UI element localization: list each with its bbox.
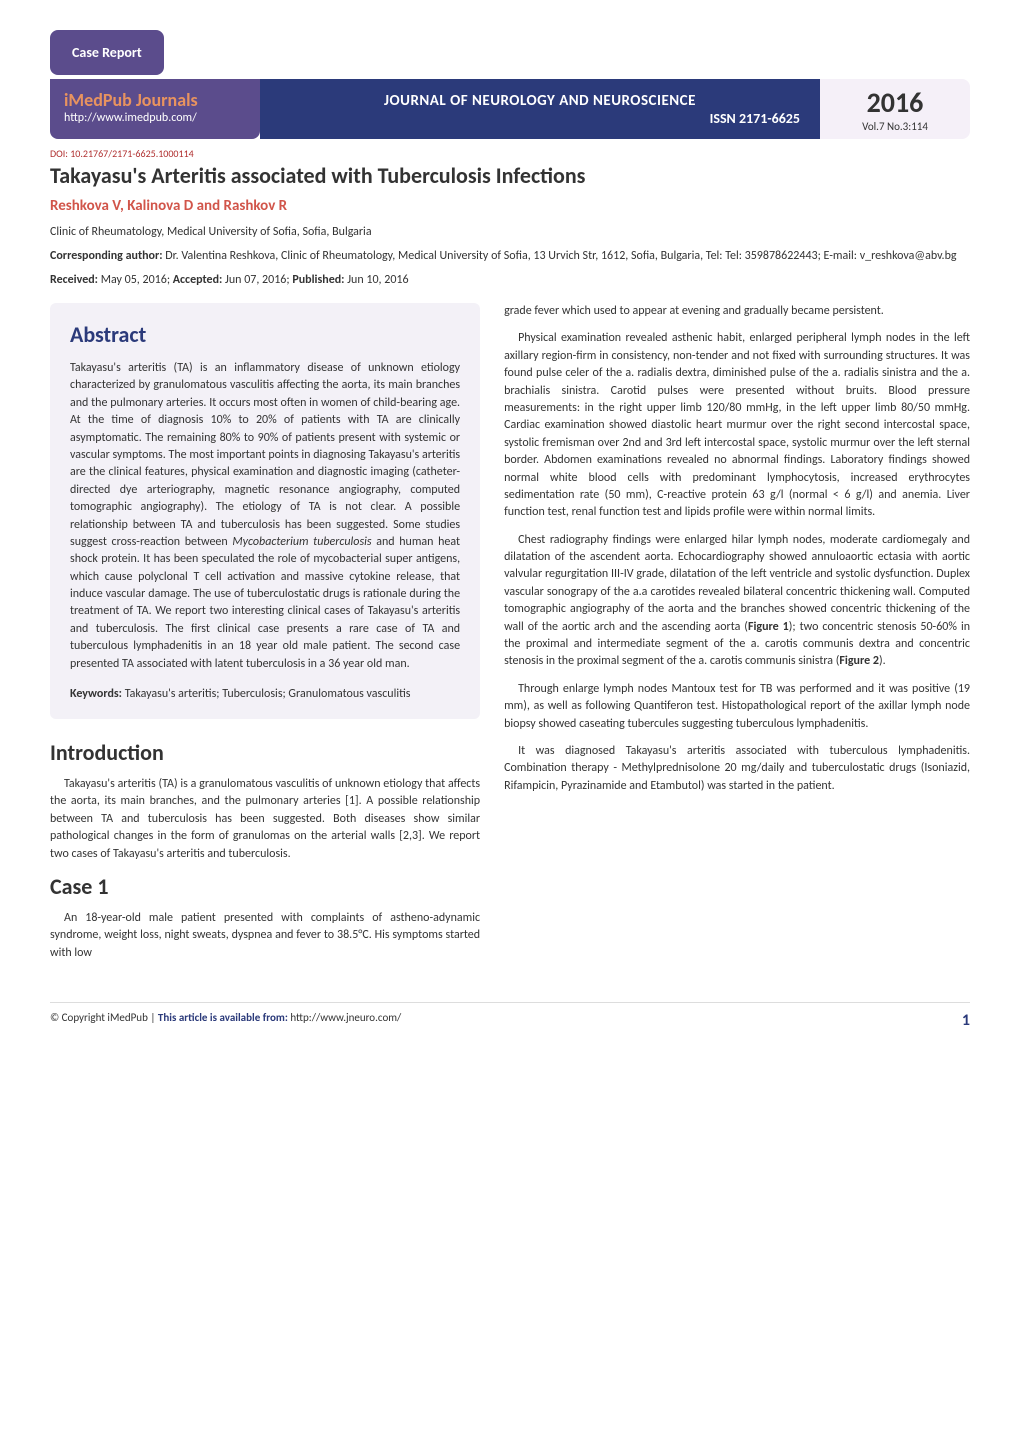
abstract-heading: Abstract — [70, 321, 460, 348]
introduction-heading: Introduction — [50, 739, 480, 766]
article-title: Takayasu's Arteritis associated with Tub… — [50, 162, 970, 189]
header-journal: JOURNAL OF NEUROLOGY AND NEUROSCIENCE IS… — [260, 79, 820, 139]
doi: DOI: 10.21767/2171-6625.1000114 — [50, 147, 970, 160]
keywords-text: Takayasu's arteritis; Tuberculosis; Gran… — [122, 687, 411, 701]
right-p3: Chest radiography findings were enlarged… — [504, 532, 970, 671]
header-issue: 2016 Vol.7 No.3:114 — [820, 79, 970, 139]
header-publisher: iMedPub Journals http://www.imedpub.com/ — [50, 79, 260, 139]
corresponding-text: Dr. Valentina Reshkova, Clinic of Rheuma… — [163, 249, 957, 263]
right-p1: grade fever which used to appear at even… — [504, 303, 970, 320]
availability-label: This article is available from: — [158, 1011, 290, 1024]
keywords-label: Keywords: — [70, 687, 122, 701]
right-p3a: Chest radiography findings were enlarged… — [504, 533, 970, 634]
case-report-badge: Case Report — [50, 30, 164, 75]
footer-left: © Copyright iMedPub | This article is av… — [50, 1011, 401, 1030]
intro-paragraph: Takayasu's arteritis (TA) is a granuloma… — [50, 776, 480, 863]
availability-url[interactable]: http://www.jneuro.com/ — [290, 1011, 401, 1024]
abstract-italic: Mycobacterium tuberculosis — [232, 535, 371, 549]
right-p4: Through enlarge lymph nodes Mantoux test… — [504, 681, 970, 733]
accepted-label: Accepted: — [173, 273, 223, 287]
figure-2-ref: Figure 2 — [839, 654, 879, 668]
case1-heading: Case 1 — [50, 873, 480, 900]
abstract-box: Abstract Takayasu's arteritis (TA) is an… — [50, 303, 480, 719]
volume-issue: Vol.7 No.3:114 — [840, 120, 950, 133]
corresponding-label: Corresponding author: — [50, 249, 163, 263]
received-label: Received: — [50, 273, 98, 287]
publisher-brand: iMedPub Journals — [64, 89, 246, 111]
case1-p1: An 18-year-old male patient presented wi… — [50, 910, 480, 962]
issn: ISSN 2171-6625 — [710, 110, 800, 127]
journal-name: JOURNAL OF NEUROLOGY AND NEUROSCIENCE — [384, 92, 696, 110]
year: 2016 — [840, 85, 950, 120]
published-date: Jun 10, 2016 — [345, 273, 409, 287]
authors: Reshkova V, Kalinova D and Rashkov R — [50, 197, 970, 215]
abstract-p1a: Takayasu's arteritis (TA) is an inflamma… — [70, 361, 460, 549]
abstract-p1b: and human heat shock protein. It has bee… — [70, 535, 460, 671]
right-column: grade fever which used to appear at even… — [504, 303, 970, 972]
right-p3c: ). — [879, 654, 886, 668]
keywords: Keywords: Takayasu's arteritis; Tubercul… — [70, 687, 460, 701]
received-date: May 05, 2016; — [98, 273, 173, 287]
publisher-url[interactable]: http://www.imedpub.com/ — [64, 111, 246, 125]
accepted-date: Jun 07, 2016; — [222, 273, 292, 287]
right-p2: Physical examination revealed asthenic h… — [504, 330, 970, 521]
publication-dates: Received: May 05, 2016; Accepted: Jun 07… — [50, 273, 970, 287]
left-column: Abstract Takayasu's arteritis (TA) is an… — [50, 303, 480, 972]
page-footer: © Copyright iMedPub | This article is av… — [50, 1002, 970, 1030]
published-label: Published: — [292, 273, 344, 287]
right-p5: It was diagnosed Takayasu's arteritis as… — [504, 743, 970, 795]
page-number: 1 — [962, 1011, 970, 1030]
two-column-layout: Abstract Takayasu's arteritis (TA) is an… — [50, 303, 970, 972]
page-container: Case Report iMedPub Journals http://www.… — [0, 0, 1020, 1060]
affiliation: Clinic of Rheumatology, Medical Universi… — [50, 225, 970, 239]
copyright-text: © Copyright iMedPub | — [50, 1011, 158, 1024]
corresponding-author: Corresponding author: Dr. Valentina Resh… — [50, 249, 970, 263]
figure-1-ref: Figure 1 — [748, 620, 789, 634]
abstract-text: Takayasu's arteritis (TA) is an inflamma… — [70, 360, 460, 673]
journal-header: iMedPub Journals http://www.imedpub.com/… — [50, 79, 970, 139]
